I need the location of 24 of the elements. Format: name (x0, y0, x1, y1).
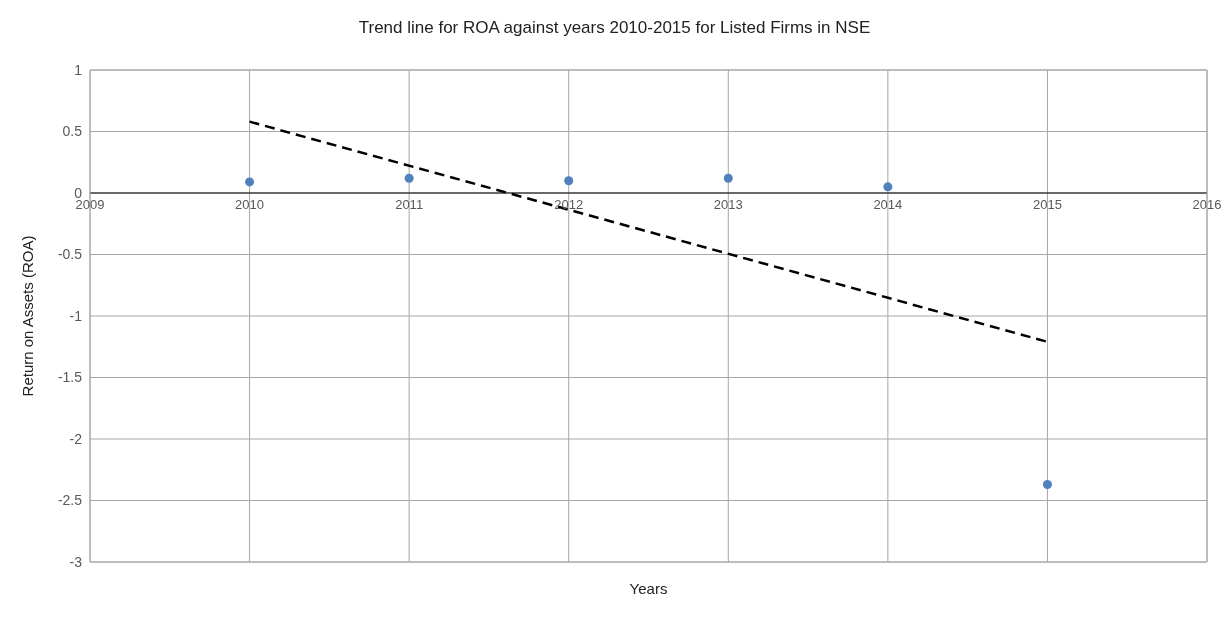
y-axis-title: Return on Assets (ROA) (19, 235, 37, 397)
x-tick-label: 2010 (235, 197, 265, 212)
x-tick-label: 2013 (713, 197, 743, 212)
y-tick-label: 1 (74, 61, 83, 78)
x-tick-label: 2016 (1192, 197, 1222, 212)
point (564, 176, 574, 186)
y-tick-label: -2.5 (57, 492, 83, 509)
x-axis-title: Years (629, 580, 668, 597)
y-tick-label: -2 (69, 430, 83, 447)
point (404, 173, 414, 183)
point (245, 177, 255, 187)
x-tick-label: 2011 (395, 197, 424, 212)
x-tick-label: 2015 (1032, 197, 1062, 212)
point (883, 182, 893, 192)
y-tick-label: -1 (69, 307, 83, 324)
x-tick-label: 2012 (554, 197, 584, 212)
chart-title: Trend line for ROA against years 2010-2015 for Listed Firms in NSE (357, 18, 872, 38)
y-tick-label: -0.5 (57, 246, 83, 263)
point (1042, 480, 1052, 490)
y-tick-label: -3 (69, 553, 83, 570)
point (723, 173, 733, 183)
x-tick-label: 2014 (873, 197, 903, 212)
y-tick-label: 0.5 (62, 123, 83, 140)
y-tick-label: -1.5 (57, 369, 83, 386)
